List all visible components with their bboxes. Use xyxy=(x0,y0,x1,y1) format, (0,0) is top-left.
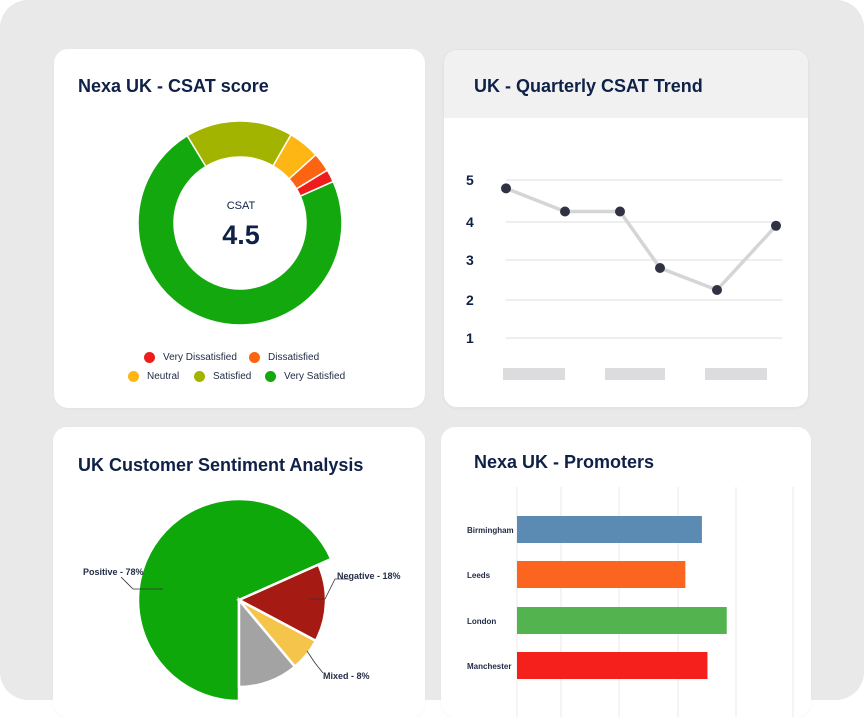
legend-label: Very Satisfied xyxy=(284,371,346,382)
bar-manchester xyxy=(517,652,708,679)
donut-center-value: 4.5 xyxy=(222,220,260,250)
pie-slice-negative xyxy=(236,562,328,643)
promoters-bar-chart: Birmingham Leeds London Manchester xyxy=(467,487,794,717)
trend-point xyxy=(560,206,570,217)
legend-very-dissatisfied: Very Dissatisfied xyxy=(144,352,237,363)
leader-line xyxy=(120,576,163,590)
quarterly-trend-card: UK - Quarterly CSAT Trend 5 4 3 2 1 xyxy=(443,49,809,408)
y-tick-label: 5 xyxy=(466,172,474,188)
promoters-card-title: Nexa UK - Promoters xyxy=(474,452,655,472)
pie-label-negative: Negative - 18% xyxy=(337,571,401,581)
legend-satisfied: Satisfied xyxy=(194,371,251,382)
trend-point xyxy=(615,206,625,217)
csat-donut-chart: CSAT 4.5 xyxy=(137,120,343,326)
legend-dot xyxy=(128,371,139,382)
legend-label: Very Dissatisfied xyxy=(163,352,237,363)
bar-label-leeds: Leeds xyxy=(467,571,491,580)
quarterly-trend-line-chart: 5 4 3 2 1 xyxy=(466,172,782,380)
x-tick-placeholder xyxy=(705,368,767,380)
x-tick-placeholder xyxy=(503,368,565,380)
legend-dissatisfied: Dissatisfied xyxy=(249,352,319,363)
trend-card-title: UK - Quarterly CSAT Trend xyxy=(474,76,703,96)
legend-label: Satisfied xyxy=(213,371,252,382)
trend-point xyxy=(655,263,665,273)
csat-card-title: Nexa UK - CSAT score xyxy=(78,76,269,96)
sentiment-analysis-card: UK Customer Sentiment Analysis Positive … xyxy=(53,427,425,717)
bar-leeds xyxy=(517,561,686,588)
trend-point xyxy=(712,285,722,295)
donut-slice-satisfied xyxy=(186,120,293,168)
bar-label-birmingham: Birmingham xyxy=(467,526,514,535)
trend-point xyxy=(771,220,781,231)
y-tick-label: 1 xyxy=(466,330,474,346)
trend-line xyxy=(505,186,778,292)
legend-neutral: Neutral xyxy=(128,371,179,382)
donut-slice-very-satisfied xyxy=(137,134,343,326)
legend-dot xyxy=(144,352,155,363)
legend-label: Dissatisfied xyxy=(268,352,320,363)
trend-card-header xyxy=(444,50,808,118)
bar-label-london: London xyxy=(467,617,496,626)
bar-birmingham xyxy=(517,516,702,543)
leader-line xyxy=(306,650,324,674)
sentiment-card-title: UK Customer Sentiment Analysis xyxy=(78,455,364,475)
leader-line xyxy=(309,578,349,600)
trend-point xyxy=(501,183,511,194)
y-tick-label: 2 xyxy=(466,292,474,308)
promoters-card: Nexa UK - Promoters Birmingham Leeds Londo… xyxy=(441,427,811,717)
donut-center-label: CSAT xyxy=(227,200,256,212)
csat-score-card: Nexa UK - CSAT score CSAT 4.5 Very Dissa… xyxy=(54,49,425,408)
bar-label-manchester: Manchester xyxy=(467,662,511,671)
legend-very-satisfied: Very Satisfied xyxy=(265,371,345,382)
legend-dot xyxy=(249,352,260,363)
bar-london xyxy=(517,607,727,634)
pie-label-mixed: Mixed - 8% xyxy=(323,671,370,681)
legend-label: Neutral xyxy=(147,371,180,382)
sentiment-pie-chart: Positive - 78% Negative - 18% Mixed - 8% xyxy=(83,497,401,703)
y-tick-label: 3 xyxy=(466,252,474,268)
legend-dot xyxy=(265,371,276,382)
legend-dot xyxy=(194,371,205,382)
pie-label-positive: Positive - 78% xyxy=(83,567,144,577)
x-tick-placeholder xyxy=(605,368,665,380)
y-tick-label: 4 xyxy=(466,214,474,230)
